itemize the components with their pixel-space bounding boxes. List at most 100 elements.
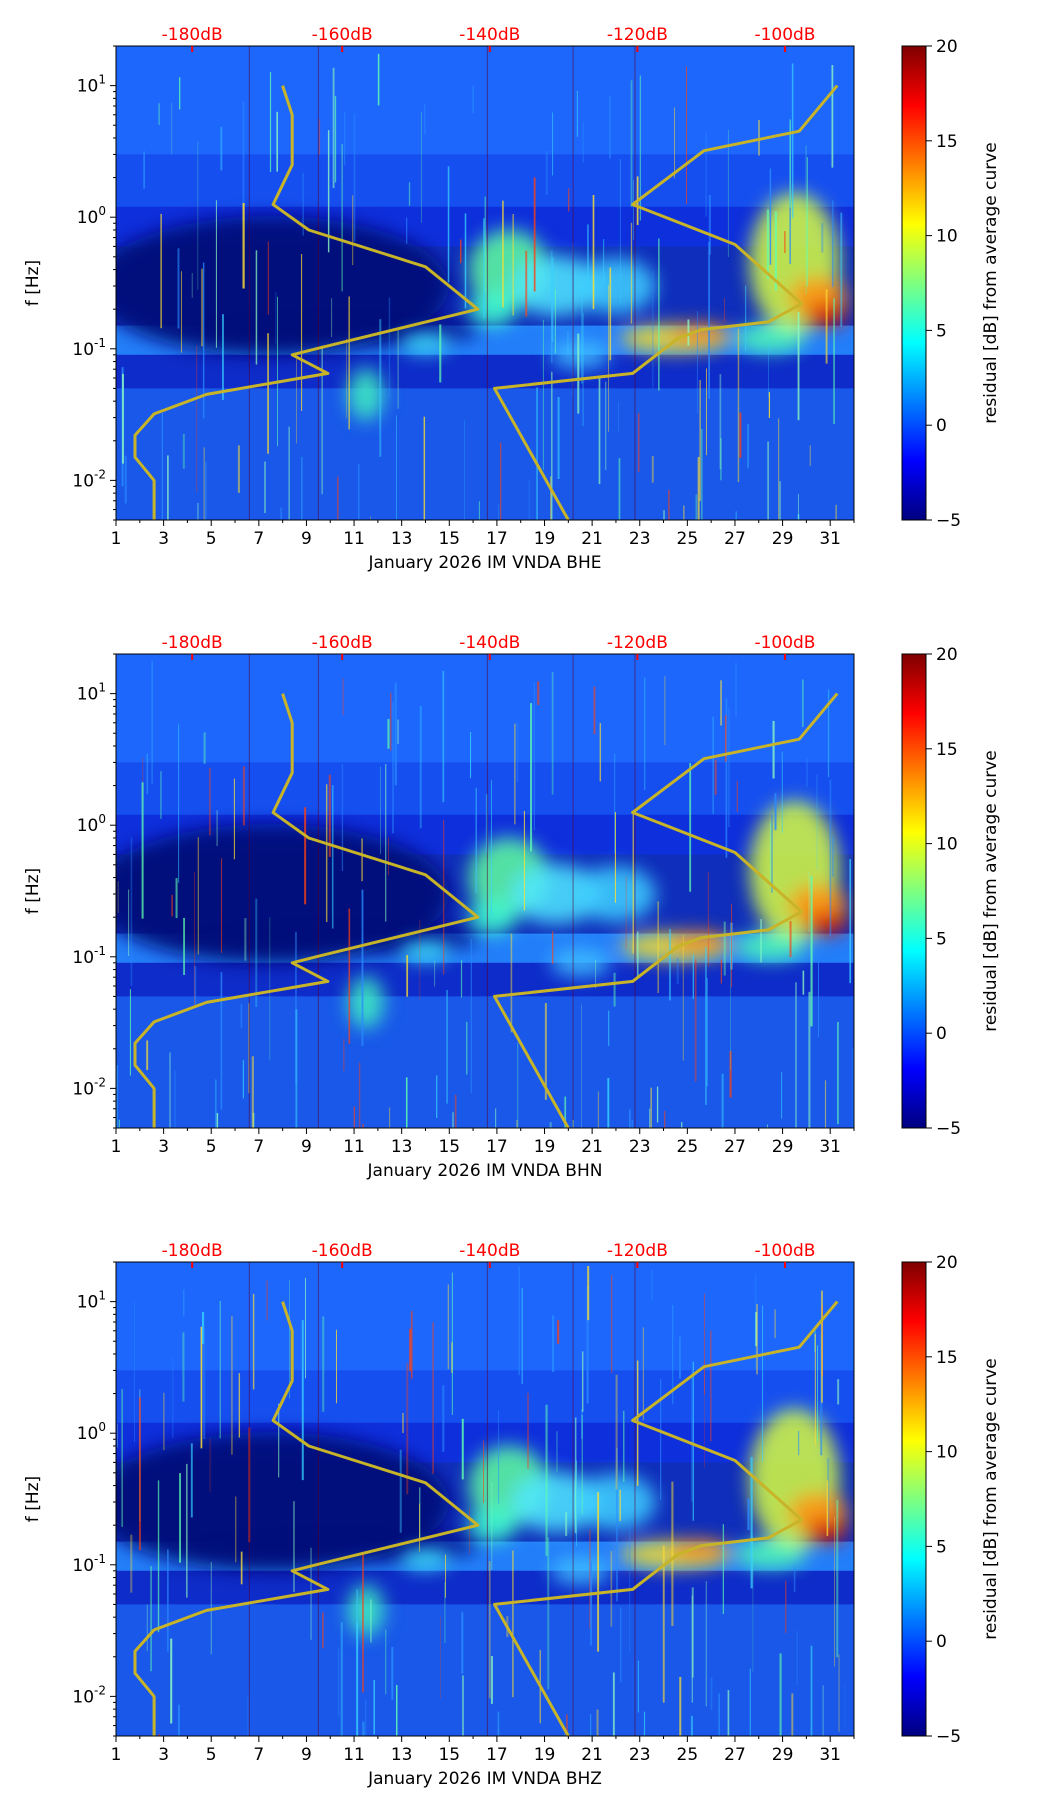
x-tick-label: 9 bbox=[301, 529, 312, 549]
db-label: -160dB bbox=[312, 1241, 373, 1261]
x-tick-label: 5 bbox=[206, 1137, 217, 1157]
colorbar-label: residual [dB] from average curve bbox=[981, 142, 1001, 423]
y-tick-label: 10-2 bbox=[72, 467, 106, 491]
x-tick-label: 1 bbox=[111, 1137, 122, 1157]
x-tick-label: 27 bbox=[724, 529, 746, 549]
colorbar-tick-label: 20 bbox=[936, 37, 958, 57]
x-axis-label: January 2026 IM VNDA BHE bbox=[368, 553, 602, 573]
x-tick-label: 19 bbox=[534, 1745, 556, 1765]
db-label: -120dB bbox=[607, 1241, 668, 1261]
y-tick-label: 101 bbox=[77, 681, 106, 705]
frequency-band bbox=[116, 654, 854, 763]
db-label: -140dB bbox=[459, 633, 520, 653]
colorbar-tick-label: 15 bbox=[936, 1348, 958, 1368]
x-tick-label: 27 bbox=[724, 1137, 746, 1157]
colorbar-tick-label: −5 bbox=[936, 1119, 961, 1139]
x-axis-label: January 2026 IM VNDA BHZ bbox=[367, 1769, 602, 1789]
y-axis-label: f [Hz] bbox=[23, 260, 43, 306]
vertical-streaks bbox=[121, 46, 843, 520]
colorbar-tick-label: 20 bbox=[936, 645, 958, 665]
x-tick-label: 13 bbox=[391, 529, 413, 549]
x-tick-label: 17 bbox=[486, 529, 508, 549]
x-tick-label: 25 bbox=[677, 1745, 699, 1765]
db-label: -120dB bbox=[607, 633, 668, 653]
high-noise-model-curve bbox=[493, 84, 839, 520]
y-tick-label: 100 bbox=[77, 1420, 106, 1444]
microseism-blobs bbox=[347, 1408, 849, 1637]
x-tick-label: 27 bbox=[724, 1745, 746, 1765]
db-label: -160dB bbox=[312, 25, 373, 45]
colorbar-tick-label: 15 bbox=[936, 740, 958, 760]
x-tick-label: 1 bbox=[111, 529, 122, 549]
colorbar-tick-label: 10 bbox=[936, 227, 958, 247]
y-tick-label: 10-1 bbox=[72, 1552, 106, 1576]
y-axis-label: f [Hz] bbox=[23, 1476, 43, 1522]
x-tick-label: 31 bbox=[819, 1745, 841, 1765]
db-label: -180dB bbox=[162, 633, 223, 653]
frequency-band bbox=[116, 46, 854, 155]
plot-frame bbox=[115, 1261, 855, 1737]
colorbar bbox=[901, 1261, 927, 1737]
db-label: -140dB bbox=[459, 1241, 520, 1261]
x-tick-label: 7 bbox=[253, 529, 264, 549]
spectrogram-panel-1: 1 3 5 7 9 11 13 15 17 19 21 23 25 27 29 3110110010-110-… bbox=[23, 25, 1001, 573]
x-tick-label: 3 bbox=[158, 1745, 169, 1765]
heatmap-area bbox=[116, 46, 854, 520]
frequency-band bbox=[116, 996, 854, 1128]
x-tick-label: 19 bbox=[534, 529, 556, 549]
x-tick-label: 3 bbox=[158, 529, 169, 549]
db-label: -100dB bbox=[754, 1241, 815, 1261]
plot-frame bbox=[115, 653, 855, 1129]
heatmap-area bbox=[116, 1262, 854, 1736]
y-tick-label: 10-1 bbox=[72, 944, 106, 968]
colorbar-tick-label: 0 bbox=[936, 1632, 947, 1652]
colorbar-tick-label: 0 bbox=[936, 416, 947, 436]
x-tick-label: 25 bbox=[677, 529, 699, 549]
x-tick-label: 15 bbox=[438, 1745, 460, 1765]
low-noise-model-curve bbox=[133, 1301, 480, 1736]
frequency-band bbox=[116, 1262, 854, 1371]
x-tick-label: 15 bbox=[438, 529, 460, 549]
x-tick-label: 29 bbox=[772, 529, 794, 549]
x-tick-label: 13 bbox=[391, 1745, 413, 1765]
colorbar bbox=[901, 653, 927, 1129]
x-tick-label: 31 bbox=[819, 529, 841, 549]
x-tick-label: 1 bbox=[111, 1745, 122, 1765]
low-noise-model-curve bbox=[133, 693, 480, 1128]
x-tick-label: 29 bbox=[772, 1745, 794, 1765]
low-noise-model-curve bbox=[133, 85, 480, 520]
colorbar bbox=[901, 45, 927, 521]
colorbar-tick-label: 10 bbox=[936, 1443, 958, 1463]
db-label: -180dB bbox=[162, 25, 223, 45]
colorbar-tick-label: 15 bbox=[936, 132, 958, 152]
colorbar-label: residual [dB] from average curve bbox=[981, 750, 1001, 1031]
frequency-band bbox=[116, 1604, 854, 1736]
y-tick-label: 10-2 bbox=[72, 1075, 106, 1099]
x-tick-label: 31 bbox=[819, 1137, 841, 1157]
x-tick-label: 9 bbox=[301, 1137, 312, 1157]
colorbar-tick-label: −5 bbox=[936, 511, 961, 531]
x-tick-label: 3 bbox=[158, 1137, 169, 1157]
frequency-band bbox=[116, 762, 854, 815]
colorbar-tick-label: 5 bbox=[936, 321, 947, 341]
colorbar-label: residual [dB] from average curve bbox=[981, 1358, 1001, 1639]
db-label: -160dB bbox=[312, 633, 373, 653]
x-tick-label: 23 bbox=[629, 1745, 651, 1765]
x-tick-label: 23 bbox=[629, 529, 651, 549]
db-label: -180dB bbox=[162, 1241, 223, 1261]
y-tick-label: 101 bbox=[77, 73, 106, 97]
high-noise-model-curve bbox=[493, 692, 839, 1128]
x-tick-label: 17 bbox=[486, 1745, 508, 1765]
y-tick-label: 10-1 bbox=[72, 336, 106, 360]
x-tick-label: 9 bbox=[301, 1745, 312, 1765]
x-tick-label: 5 bbox=[206, 529, 217, 549]
x-tick-label: 21 bbox=[581, 529, 603, 549]
colorbar-tick-label: 5 bbox=[936, 929, 947, 949]
x-tick-label: 11 bbox=[343, 1137, 365, 1157]
frequency-band bbox=[116, 1570, 854, 1605]
colorbar-tick-label: 20 bbox=[936, 1253, 958, 1273]
vertical-streaks bbox=[116, 654, 854, 1128]
spectrogram-panel-2: 1 3 5 7 9 11 13 15 17 19 21 23 25 27 29 3110110010-110-… bbox=[23, 633, 1001, 1181]
colorbar-tick-label: 10 bbox=[936, 835, 958, 855]
